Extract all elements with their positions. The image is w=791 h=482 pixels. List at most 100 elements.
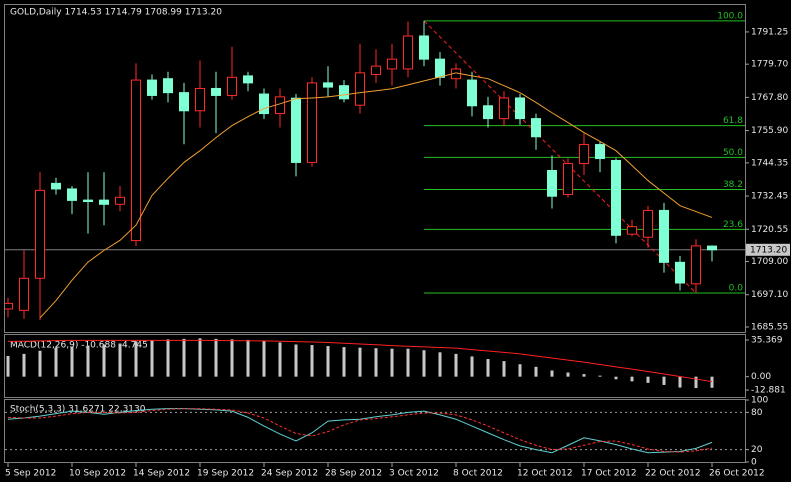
fibo-label: 23.6 — [723, 220, 743, 230]
y-tick-label: 80 — [751, 408, 763, 418]
current-price-box — [746, 243, 790, 256]
candle-body — [659, 209, 669, 263]
x-tick-label: 12 Oct 2012 — [517, 469, 573, 479]
current-price-label: 1713.20 — [750, 245, 787, 255]
stoch-title: Stoch(5,3,3) 31.6271 22.3130 — [10, 405, 146, 415]
x-tick-label: 19 Sep 2012 — [197, 469, 254, 479]
macd-bar — [214, 338, 218, 377]
y-tick-label: 1779.70 — [751, 60, 788, 70]
main-title: GOLD,Daily 1714.53 1714.79 1708.99 1713.… — [10, 8, 222, 18]
macd-title: MACD(12,26,9) -10.688 -4.745 — [10, 341, 148, 351]
y-tick-label: 35.369 — [751, 336, 783, 346]
fibo-label: 0.0 — [729, 284, 744, 294]
y-tick-label: 1767.80 — [751, 93, 788, 103]
x-tick-label: 5 Sep 2012 — [5, 469, 56, 479]
y-tick-label: 20 — [751, 445, 763, 455]
stoch-line — [7, 408, 713, 453]
macd-bar — [438, 352, 442, 377]
candle-body — [691, 245, 701, 285]
macd-bar — [102, 344, 106, 377]
candle-body — [499, 97, 509, 120]
y-tick-label: -12.881 — [751, 386, 786, 396]
candle-body — [243, 75, 253, 84]
candle-body — [403, 35, 413, 70]
panel-content: 100.0 61.8 50.0 38.2 23.6 0.0 — [5, 11, 745, 321]
macd-bar — [6, 355, 10, 377]
panel-content — [5, 408, 745, 454]
macd-bar — [182, 338, 186, 377]
y-tick-label: 1685.55 — [751, 322, 788, 332]
candle-body — [627, 226, 637, 235]
candle-body — [147, 79, 157, 96]
x-tick-label: 26 Oct 2012 — [709, 469, 765, 479]
y-tick-label: 1791.25 — [751, 27, 788, 37]
candle-body — [259, 93, 269, 115]
y-tick-label: 1732.45 — [751, 192, 788, 202]
panel-content — [6, 338, 714, 389]
macd-bar — [598, 375, 602, 377]
macd-bar — [230, 339, 234, 377]
y-tick-label: 1709.00 — [751, 257, 788, 267]
x-tick-label: 10 Sep 2012 — [69, 469, 126, 479]
x-tick-label: 14 Sep 2012 — [133, 469, 190, 479]
candle-body — [355, 72, 365, 106]
candle-body — [515, 97, 525, 120]
macd-bar — [294, 344, 298, 377]
macd-bar — [518, 364, 522, 377]
macd-bar — [118, 343, 122, 377]
candle-body — [99, 199, 109, 205]
macd-bar — [246, 339, 250, 377]
candle-body — [707, 245, 717, 251]
macd-bar — [166, 339, 170, 377]
macd-bar — [38, 350, 42, 377]
candle-body — [179, 92, 189, 112]
macd-bar — [70, 346, 74, 377]
macd-bar — [342, 347, 346, 377]
macd-bar — [134, 341, 138, 377]
macd-bar — [566, 372, 570, 377]
y-tick-label: 1744.35 — [751, 158, 788, 168]
candle-body — [115, 196, 125, 205]
x-tick-label: 22 Oct 2012 — [645, 469, 701, 479]
y-tick-label: 1755.90 — [751, 126, 788, 136]
y-tick-label: 0.00 — [751, 372, 771, 382]
candle-body — [595, 144, 605, 160]
macd-bar — [326, 346, 330, 377]
macd-bar — [694, 376, 698, 389]
y-tick-label: 1697.10 — [751, 290, 788, 300]
candle-body — [291, 97, 301, 163]
macd-bar — [22, 353, 26, 377]
moving-average — [39, 72, 713, 319]
macd-signal — [7, 339, 713, 383]
macd-bar — [614, 376, 618, 380]
candle-body — [5, 302, 13, 310]
candle-body — [227, 76, 237, 96]
x-tick-label: 28 Sep 2012 — [325, 469, 382, 479]
main-panel-frame — [4, 4, 746, 333]
candle-body — [339, 85, 349, 100]
macd-bar — [198, 338, 202, 377]
candle-body — [371, 65, 381, 76]
macd-bar — [486, 359, 490, 377]
macd-bar — [646, 376, 650, 383]
candle-body — [547, 170, 557, 197]
candle-body — [35, 189, 45, 279]
candle-body — [67, 188, 77, 201]
macd-bar — [310, 345, 314, 377]
candle-body — [467, 79, 477, 107]
candle-body — [435, 58, 445, 78]
candle-body — [563, 163, 573, 196]
candle-body — [131, 79, 141, 242]
fibo-label: 61.8 — [723, 116, 743, 126]
y-tick-label: 100 — [751, 396, 768, 406]
candle-body — [387, 58, 397, 70]
fibo-label: 100.0 — [717, 11, 743, 21]
macd-bar — [710, 376, 714, 388]
macd-bar — [54, 347, 58, 377]
macd-bar — [358, 347, 362, 377]
candle-body — [163, 78, 173, 94]
macd-panel-frame — [4, 334, 746, 398]
y-tick-label: 1720.55 — [751, 225, 788, 235]
